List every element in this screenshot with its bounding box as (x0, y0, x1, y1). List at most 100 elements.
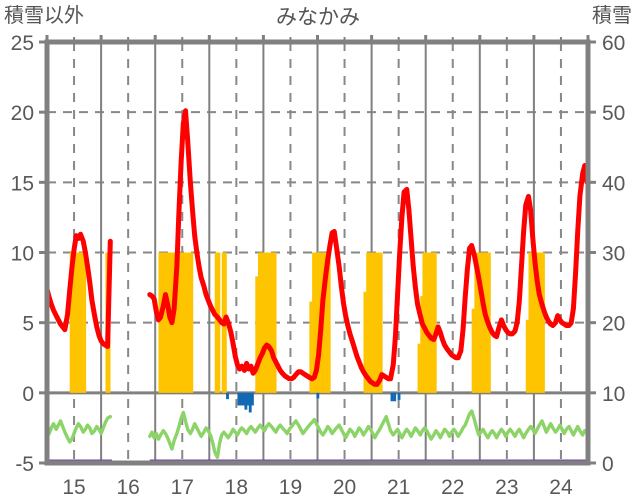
sunshine-bar (257, 252, 261, 393)
right-tick-label: 40 (602, 172, 625, 195)
wind-path (45, 409, 587, 460)
right-tick-label: 50 (602, 102, 625, 125)
precipitation-bar (248, 392, 252, 413)
precipitation-bar (239, 392, 243, 406)
sunshine-bar (185, 252, 189, 393)
x-tick-label: 21 (387, 476, 410, 499)
left-tick-label: 25 (11, 32, 34, 55)
precipitation-bar (390, 392, 394, 402)
sunshine-bar (83, 252, 87, 393)
sunshine-bar (366, 252, 370, 393)
sunshine-bar (255, 276, 259, 393)
x-tick-label: 20 (333, 476, 356, 499)
sunshine-bar (478, 252, 482, 393)
sunshine-bar (260, 252, 264, 393)
x-tick-label: 19 (279, 476, 302, 499)
sunshine-bar (325, 252, 329, 393)
sunshine-bar (542, 252, 545, 393)
sunshine-bar (534, 252, 538, 393)
sunshine-bar (74, 252, 77, 393)
sunshine-bar (368, 252, 372, 393)
right-tick-label: 30 (602, 243, 625, 266)
sunshine-bar (417, 343, 421, 393)
sunshine-bar (190, 252, 194, 393)
sunshine-bar (160, 252, 164, 393)
sunshine-bar (273, 252, 277, 393)
precipitation-bar (246, 392, 250, 406)
wind-line (45, 409, 587, 460)
x-tick-label: 24 (549, 476, 573, 499)
sunshine-bar (181, 252, 185, 393)
sunshine-bar (214, 252, 218, 393)
sunshine-bar (483, 252, 486, 393)
precipitation-bar (397, 392, 401, 400)
sunshine-bar (69, 252, 73, 393)
left-tick-label: 15 (11, 172, 34, 195)
sunshine-bar (262, 252, 266, 393)
sunshine-bar (433, 252, 437, 393)
sunshine-bar (539, 252, 543, 393)
precipitation-bar (393, 392, 397, 402)
sunshine-bar (379, 252, 383, 393)
sunshine-bar (78, 252, 82, 393)
sunshine-bar (158, 252, 162, 393)
axis-ticks (39, 35, 596, 465)
sunshine-bar (528, 252, 532, 393)
right-axis-label: 積雪 (592, 3, 632, 27)
temperature-path (44, 108, 590, 387)
sunshine-bar (309, 301, 313, 393)
sunshine-bar (426, 252, 430, 393)
left-tick-label: -5 (15, 453, 34, 476)
sunshine-bar (474, 252, 478, 393)
right-tick-label: 10 (602, 383, 625, 406)
sunshine-bar (431, 252, 434, 393)
sunshine-bars (69, 252, 545, 393)
sunshine-bar (322, 252, 326, 393)
sunshine-bar (176, 252, 180, 393)
sunshine-bar (183, 252, 187, 393)
temperature-line (44, 108, 590, 387)
left-tick-label: 0 (22, 383, 34, 406)
x-tick-label: 17 (171, 476, 194, 499)
sunshine-bar (537, 252, 541, 393)
precipitation-bar (316, 392, 320, 399)
left-tick-label: 5 (22, 313, 34, 336)
sunshine-bar (187, 252, 191, 393)
precipitation-bar (237, 392, 241, 406)
sunshine-bar (314, 252, 318, 393)
right-tick-label: 0 (602, 453, 614, 476)
x-tick-label: 16 (116, 476, 139, 499)
sunshine-bar (532, 252, 536, 393)
sunshine-bar (471, 308, 475, 393)
precipitation-bars (226, 392, 401, 413)
sunshine-bar (327, 252, 331, 393)
sunshine-bar (316, 252, 320, 393)
sunshine-bar (165, 252, 169, 393)
sunshine-bar (179, 252, 182, 393)
right-tick-label: 60 (602, 32, 625, 55)
sunshine-bar (428, 252, 432, 393)
left-tick-label: 10 (11, 243, 34, 266)
precipitation-bar (244, 392, 248, 410)
sunshine-bar (530, 252, 534, 393)
sunshine-bar (76, 252, 80, 393)
chart-title: みなかみ (276, 5, 360, 29)
sunshine-bar (268, 252, 272, 393)
sunshine-bar (163, 252, 167, 393)
sunshine-bar (264, 252, 268, 393)
left-tick-label: 20 (11, 102, 34, 125)
precipitation-bar (250, 392, 254, 406)
sunshine-bar (167, 252, 171, 393)
sunshine-bar (420, 296, 424, 393)
sunshine-bar (266, 252, 270, 393)
sunshine-bar (271, 252, 275, 393)
precipitation-bar (241, 392, 245, 406)
sunshine-bar (370, 252, 374, 393)
left-axis-label: 積雪以外 (4, 3, 84, 27)
sunshine-bar (80, 252, 84, 393)
sunshine-bar (174, 252, 178, 393)
sunshine-bar (525, 319, 529, 393)
precipitation-bar (226, 392, 229, 400)
